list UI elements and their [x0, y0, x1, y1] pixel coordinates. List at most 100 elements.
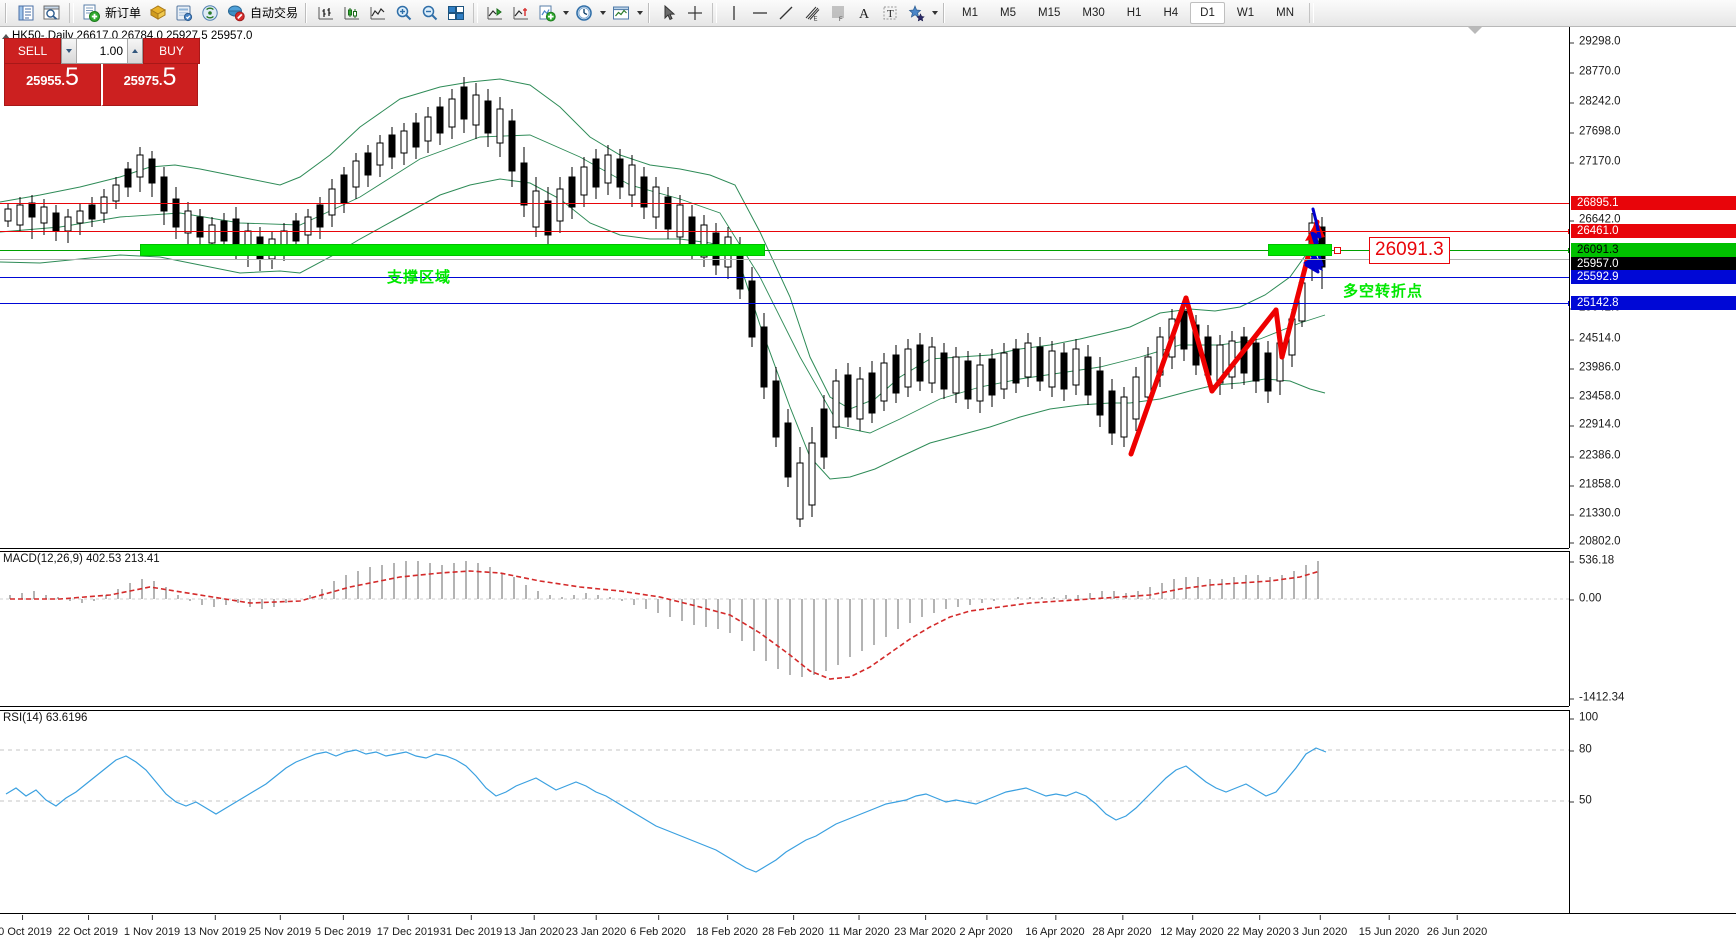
toolbar-separator-2	[473, 3, 479, 23]
price-axis[interactable]: 29298.0 28770.0 28242.0 27698.0 27170.0 …	[1569, 27, 1736, 548]
support-line-2-handle[interactable]	[1568, 301, 1569, 306]
zoom-in-icon[interactable]	[391, 1, 417, 25]
price-callout-anchor[interactable]	[1334, 247, 1341, 254]
signals-icon[interactable]	[197, 1, 223, 25]
resistance-line-2[interactable]	[0, 229, 1569, 234]
timeframe-m15[interactable]: M15	[1038, 7, 1061, 19]
rsi-tick-80: 80	[1570, 744, 1592, 756]
auto-scroll-icon[interactable]	[508, 1, 534, 25]
callout-line-handle[interactable]	[1568, 248, 1569, 253]
shapes-tool-icon[interactable]	[903, 1, 929, 25]
vertical-line-tool-icon[interactable]	[721, 1, 747, 25]
volume-increase-button[interactable]	[127, 39, 142, 63]
timeframe-m1[interactable]: M1	[962, 7, 979, 19]
last-price-tag: 25957.0	[1571, 257, 1736, 271]
new-order-label[interactable]: 新订单	[105, 6, 142, 20]
periods-dropdown-chevron-down-icon[interactable]	[597, 1, 608, 25]
equidistant-channel-tool-icon[interactable]: E	[799, 1, 825, 25]
support-line-2[interactable]	[0, 301, 1569, 306]
expert-advisors-icon[interactable]	[171, 1, 197, 25]
buy-button[interactable]: BUY	[143, 38, 200, 64]
toolbar-grip[interactable]	[5, 3, 10, 23]
timeframe-d1[interactable]: D1	[1190, 2, 1225, 24]
cursor-tool-icon[interactable]	[656, 1, 682, 25]
toolbar-grip-2[interactable]	[305, 3, 311, 23]
support-zone-band-left[interactable]	[140, 244, 765, 256]
market-watch-icon[interactable]	[39, 1, 65, 25]
chart-shift-icon[interactable]	[482, 1, 508, 25]
support-upper-tag[interactable]: 25592.9	[1571, 270, 1736, 284]
toolbar-grip-3[interactable]	[648, 3, 654, 23]
new-order-button[interactable]	[78, 1, 104, 25]
crosshair-tool-icon[interactable]	[682, 1, 708, 25]
price-pane[interactable]: 支撑区域 多空转折点 26091.3	[0, 27, 1569, 548]
sell-price-display[interactable]: 25955 . 5	[4, 64, 101, 106]
text-tool-icon[interactable]: A	[851, 1, 877, 25]
horizontal-line-tool-icon[interactable]	[747, 1, 773, 25]
rsi-pane[interactable]: RSI(14) 63.6196	[0, 710, 1569, 913]
support-lower-tag[interactable]: 25142.8	[1571, 296, 1736, 310]
price-tick-22914: 22914.0	[1570, 419, 1621, 431]
volume-stepper[interactable]: 1.00	[61, 38, 143, 64]
chart-window[interactable]: HK50-,Daily 26617.0 26784.0 25927.5 2595…	[0, 27, 1736, 947]
line-chart-icon[interactable]	[365, 1, 391, 25]
callout-level-tag[interactable]: 26091.3	[1571, 243, 1736, 257]
chart-shift-marker[interactable]	[1468, 27, 1482, 34]
candlestick-chart-icon[interactable]	[339, 1, 365, 25]
buy-price-display[interactable]: 25975 . 5	[101, 64, 198, 106]
trendline-tool-icon[interactable]	[773, 1, 799, 25]
support-line-1[interactable]	[0, 277, 1569, 278]
rsi-axis[interactable]: 100 80 50	[1569, 710, 1736, 913]
indicators-icon[interactable]	[534, 1, 560, 25]
resistance-upper-tag[interactable]: 26895.1	[1571, 196, 1736, 210]
date-tick-1: 22 Oct 2019	[58, 915, 118, 938]
periods-icon[interactable]	[571, 1, 597, 25]
text-label-tool-icon[interactable]: T	[877, 1, 903, 25]
callout-line[interactable]	[0, 248, 1569, 253]
turning-point-annotation[interactable]: 多空转折点	[1343, 282, 1424, 300]
date-tick-15: 2 Apr 2020	[959, 915, 1013, 938]
metaeditor-icon[interactable]	[145, 1, 171, 25]
date-axis[interactable]: 10 Oct 2019 22 Oct 2019 1 Nov 2019 13 No…	[0, 913, 1736, 947]
resistance-lower-tag[interactable]: 26461.0	[1571, 224, 1736, 238]
auto-arrange-icon[interactable]	[443, 1, 469, 25]
macd-pane[interactable]: MACD(12,26,9) 402.53 213.41	[0, 551, 1569, 706]
templates-dropdown-chevron-down-icon[interactable]	[634, 1, 645, 25]
date-tick-21: 15 Jun 2020	[1358, 915, 1420, 938]
collapse-triangle-icon[interactable]	[2, 34, 10, 39]
indicators-dropdown-chevron-down-icon[interactable]	[560, 1, 571, 25]
zoom-out-icon[interactable]	[417, 1, 443, 25]
rsi-tick-50: 50	[1570, 795, 1592, 807]
resistance-line-1[interactable]	[0, 203, 1569, 204]
timeframe-mn[interactable]: MN	[1276, 7, 1294, 19]
volume-input[interactable]: 1.00	[77, 39, 127, 63]
buy-price-dot: .	[158, 73, 163, 88]
rsi-line	[5, 747, 1327, 873]
timeframe-h1[interactable]: H1	[1126, 7, 1142, 19]
shapes-dropdown-chevron-down-icon[interactable]	[929, 1, 940, 25]
fibonacci-tool-icon[interactable]: F	[825, 1, 851, 25]
bar-chart-icon[interactable]	[313, 1, 339, 25]
sell-price-fraction: 5	[64, 63, 79, 91]
support-zone-band-right[interactable]	[1268, 244, 1332, 256]
autotrading-label[interactable]: 自动交易	[250, 6, 299, 20]
date-tick-10: 6 Feb 2020	[630, 915, 686, 938]
terminal-icon[interactable]	[13, 1, 39, 25]
rsi-series-svg	[0, 747, 1569, 873]
resistance-line-2-handle[interactable]	[1568, 229, 1569, 234]
timeframe-m5[interactable]: M5	[1000, 7, 1016, 19]
price-callout-box[interactable]: 26091.3	[1369, 237, 1450, 264]
timeframe-h4[interactable]: H4	[1163, 7, 1179, 19]
timeframe-m30[interactable]: M30	[1082, 7, 1105, 19]
volume-decrease-button[interactable]	[62, 39, 77, 63]
timeframe-w1[interactable]: W1	[1236, 7, 1255, 19]
templates-icon[interactable]	[608, 1, 634, 25]
support-zone-annotation[interactable]: 支撑区域	[387, 268, 452, 286]
buy-price-fraction: 5	[162, 63, 177, 91]
sell-button[interactable]: SELL	[4, 38, 61, 64]
autotrading-button[interactable]	[223, 1, 249, 25]
toolbar-grip-4[interactable]	[943, 3, 949, 23]
one-click-trading-panel[interactable]: SELL 1.00 BUY 25955 . 5 25975 . 5	[4, 38, 200, 106]
macd-axis[interactable]: 536.18 0.00 -1412.34	[1569, 551, 1736, 706]
